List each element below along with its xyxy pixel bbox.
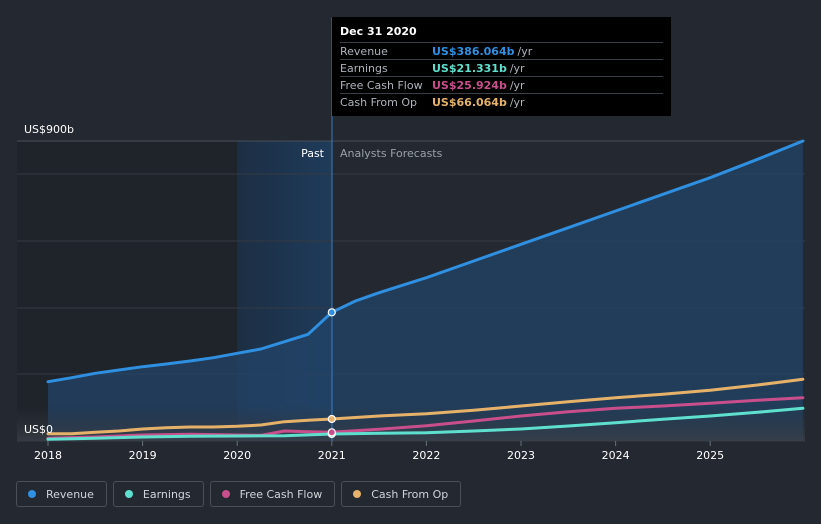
tooltip-value: US$21.331b [432,61,507,75]
cash-from-op-marker [327,414,336,424]
x-tick-label: 2019 [129,449,157,462]
legend-dot-icon [353,490,362,498]
earnings-line [46,406,805,441]
tooltip-label: Earnings [340,61,388,75]
legend-item-cash-from-op[interactable]: Cash From Op [341,481,462,507]
legend-dot-icon [221,490,230,498]
x-tick-label: 2023 [507,449,535,462]
revenue-marker [327,308,336,317]
x-tick-label: 2018 [34,449,62,462]
cash-from-op-line [46,377,805,436]
tooltip-date: Dec 31 2020 [340,25,417,38]
legend-item-free-cash-flow[interactable]: Free Cash Flow [209,481,336,507]
tooltip-value: US$386.064b [432,44,515,58]
tooltip-row: Cash From Op US$66.064b/yr [340,93,663,110]
free-cash-flow-marker [327,428,336,437]
tooltip-unit: /yr [509,95,525,109]
x-tick-label: 2024 [602,449,630,462]
legend-label: Earnings [142,487,191,501]
tooltip-unit: /yr [509,78,525,92]
x-tick-label: 2025 [696,449,724,462]
legend-item-revenue[interactable]: Revenue [16,481,107,507]
revenue-area [48,141,803,441]
revenue-line [46,139,805,384]
forecast-label: Analysts Forecasts [340,147,443,160]
legend-label: Revenue [46,487,94,501]
x-tick-label: 2022 [412,449,440,462]
tooltip-label: Revenue [340,44,388,58]
x-tick-label: 2021 [318,449,346,462]
tooltip-row: Earnings US$21.331b/yr [340,59,663,76]
tooltip-value: US$25.924b [432,78,507,92]
tooltip-label: Cash From Op [340,95,418,109]
tooltip-value: US$66.064b [432,95,507,109]
x-tick-label: 2020 [223,449,251,462]
tooltip: Dec 31 2020 Revenue US$386.064b/yr Earning… [332,17,671,116]
tooltip-unit: /yr [517,44,533,58]
tooltip-row: Free Cash Flow US$25.924b/yr [340,76,663,93]
free-cash-flow-line [46,396,805,440]
legend-item-earnings[interactable]: Earnings [112,481,204,507]
tooltip-row: Revenue US$386.064b/yr [340,42,663,59]
tooltip-label: Free Cash Flow [340,78,423,92]
tooltip-unit: /yr [509,61,525,75]
legend: Revenue Earnings Free Cash Flow Cash From O… [16,481,462,507]
past-label: Past [301,147,325,160]
chart-area: Past Analysts Forecasts US$900b US$0 201… [17,17,805,462]
y-tick-bottom: US$0 [24,423,53,436]
y-tick-top: US$900b [24,123,74,136]
legend-dot-icon [28,490,36,498]
legend-label: Cash From Op [371,487,449,501]
legend-dot-icon [124,490,133,498]
legend-label: Free Cash Flow [239,487,323,501]
